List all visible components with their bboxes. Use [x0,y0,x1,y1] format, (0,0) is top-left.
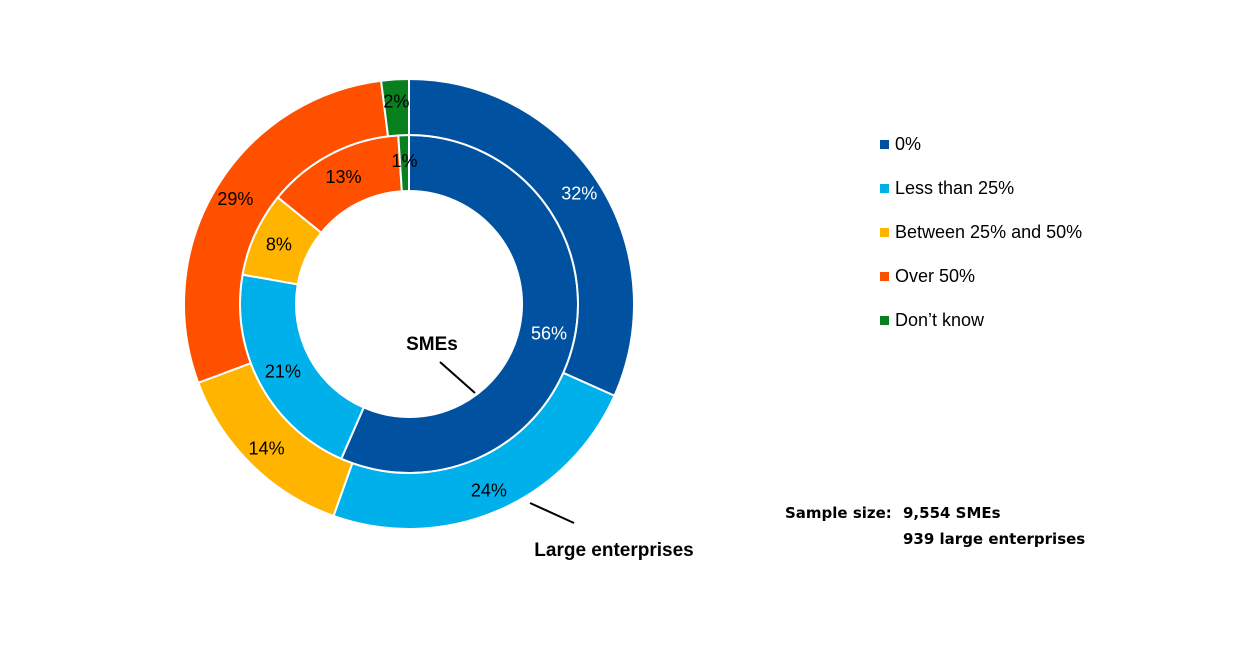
inner-ring-slice-label-1: 21% [265,362,301,382]
legend-item-4: Don’t know [880,268,1082,342]
sample-size-large: 939 large enterprises [903,530,1086,548]
outer-ring-slice-label-0: 32% [561,184,597,204]
sample-size-key: Sample size: [785,504,892,522]
outer-ring-slice-label-2: 14% [249,439,285,459]
legend-label: Less than 25% [895,177,1015,198]
legend-item-1: Less than 25% [880,136,1082,210]
inner-ring-slice-label-4: 1% [391,151,417,171]
legend-swatch [880,139,889,149]
sample-size-note: Sample size: 9,554 SMEs 939 large enterp… [785,500,1085,552]
inner-ring-slice-label-2: 8% [266,235,292,255]
legend-swatch [880,271,889,281]
legend: 0% Less than 25% Between 25% and 50% Ove… [880,122,1082,342]
legend-label: Over 50% [895,265,976,286]
outer-ring-slice-4 [379,77,410,138]
legend-label: Between 25% and 50% [895,221,1083,242]
outer-ring-slice-label-3: 29% [217,189,253,209]
legend-item-3: Over 50% [880,224,1082,298]
inner-ring-slice-label-0: 56% [531,323,567,343]
sample-size-spacer [785,526,903,552]
legend-swatch [880,183,889,193]
smes-leader-line [439,361,476,394]
legend-swatch [880,227,889,237]
legend-item-2: Between 25% and 50% [880,180,1082,254]
outer-ring-slice-label-1: 24% [471,481,507,501]
legend-swatch [880,315,889,325]
smes-ring-label: SMEs [406,334,458,355]
inner-ring-slice-label-3: 13% [325,167,361,187]
outer-ring-slice-label-4: 2% [383,91,409,111]
large-enterprises-ring-label: Large enterprises [534,540,693,561]
legend-label: Don’t know [895,309,985,330]
sample-size-smes: 9,554 SMEs [903,504,1001,522]
large-enterprises-leader-line [529,502,575,524]
legend-label: 0% [895,133,922,154]
legend-item-0: 0% [880,92,1082,166]
